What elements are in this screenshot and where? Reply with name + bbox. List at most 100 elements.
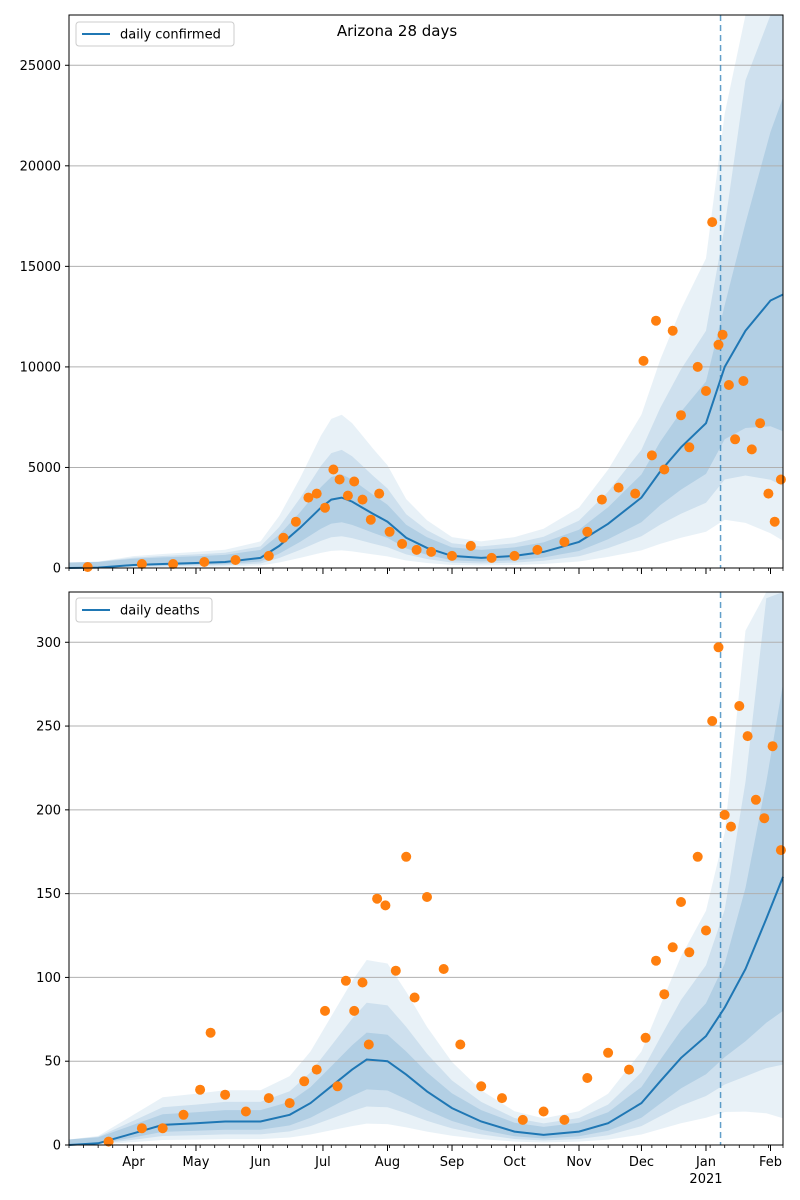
data-point — [372, 893, 383, 904]
data-point — [328, 464, 339, 475]
data-point — [384, 526, 395, 537]
x-tick-label: Jul — [314, 1155, 331, 1170]
legend-box — [75, 21, 235, 47]
data-point — [349, 476, 360, 487]
x-axis-ticks: Apr May Jun Jul Aug Sep Oct Nov Dec Jan 2021 Feb — [68, 1145, 784, 1187]
data-point — [390, 965, 401, 976]
y-tick-label: 150 — [36, 887, 61, 902]
data-point — [667, 942, 678, 953]
data-point — [707, 217, 718, 228]
data-point — [651, 955, 661, 966]
data-point — [438, 964, 449, 974]
data-point — [613, 482, 624, 493]
data-point — [311, 1064, 322, 1075]
data-point — [517, 1114, 528, 1125]
y-axis-ticks: 0 50 100 150 200 250 300 — [36, 636, 69, 1154]
data-point — [401, 851, 412, 862]
data-point — [205, 1027, 216, 1038]
data-point — [640, 1032, 651, 1043]
data-point — [638, 355, 649, 366]
y-tick-label: 5000 — [28, 461, 61, 476]
confirmed-panel: 0 5000 10000 15000 20000 25000 daily confirme… — [20, 14, 786, 577]
data-point — [447, 550, 457, 561]
data-point — [340, 975, 351, 986]
x-tick-label: Nov — [566, 1155, 592, 1170]
data-point — [357, 977, 368, 988]
data-point — [311, 488, 322, 499]
data-point — [411, 544, 422, 555]
data-point — [168, 559, 179, 569]
data-point — [263, 1093, 274, 1104]
observed-points — [82, 217, 786, 572]
data-point — [559, 536, 570, 547]
data-point — [701, 386, 711, 396]
data-point — [220, 1089, 231, 1100]
data-point — [742, 731, 753, 742]
data-point — [426, 546, 437, 557]
data-point — [422, 892, 432, 902]
data-point — [775, 845, 786, 856]
chart-title: Arizona 28 days — [337, 22, 458, 40]
data-point — [476, 1081, 487, 1092]
data-point — [357, 494, 368, 505]
data-point — [199, 557, 210, 567]
confidence-bands — [69, 15, 783, 568]
data-point — [465, 540, 476, 551]
data-point — [730, 434, 741, 445]
data-point — [717, 329, 728, 340]
y-tick-label: 300 — [36, 636, 61, 651]
data-point — [365, 514, 376, 525]
x-tick-label: Apr — [122, 1155, 145, 1170]
data-point — [82, 562, 93, 572]
data-point — [195, 1084, 206, 1095]
x-tick-label: Jun — [249, 1155, 270, 1170]
data-point — [509, 550, 520, 561]
x-tick-label: Aug — [375, 1155, 400, 1170]
data-point — [596, 494, 607, 505]
data-point — [676, 410, 686, 421]
legend-box — [75, 597, 213, 623]
y-tick-label: 250 — [36, 720, 61, 735]
data-point — [713, 339, 724, 350]
data-point — [676, 897, 686, 907]
data-point — [103, 1136, 114, 1147]
data-point — [738, 376, 749, 386]
y-tick-label: 50 — [44, 1055, 61, 1070]
data-point — [750, 794, 761, 805]
data-point — [603, 1047, 614, 1058]
data-point — [486, 552, 497, 563]
data-point — [230, 555, 241, 565]
y-tick-label: 0 — [53, 1139, 61, 1154]
data-point — [380, 900, 391, 911]
data-point — [532, 544, 543, 555]
data-point — [713, 642, 724, 653]
data-point — [136, 1123, 147, 1134]
x-tick-label: Jan — [695, 1155, 716, 1170]
axes-frame — [68, 14, 784, 569]
observed-points — [103, 642, 786, 1147]
data-point — [701, 925, 711, 936]
y-tick-label: 100 — [36, 971, 61, 986]
y-tick-label: 15000 — [20, 260, 61, 275]
y-tick-label: 10000 — [20, 360, 61, 375]
data-point — [290, 516, 301, 527]
data-point — [684, 442, 695, 453]
confidence-band-2 — [69, 592, 783, 1145]
confidence-band-1 — [69, 592, 783, 1145]
data-point — [263, 550, 274, 561]
data-point — [692, 361, 703, 372]
data-point — [684, 947, 695, 958]
x-tick-label: Dec — [629, 1155, 654, 1170]
data-point — [624, 1064, 634, 1075]
x-tick-label: Sep — [440, 1155, 465, 1170]
data-point — [409, 992, 420, 1003]
legend: daily confirmed — [75, 21, 235, 47]
data-point — [334, 474, 345, 485]
y-tick-label: 25000 — [20, 59, 61, 74]
data-point — [630, 488, 641, 499]
data-point — [755, 418, 766, 429]
data-point — [746, 444, 757, 455]
data-point — [659, 464, 670, 475]
data-point — [734, 701, 745, 711]
x-tick-label: May — [183, 1155, 210, 1170]
